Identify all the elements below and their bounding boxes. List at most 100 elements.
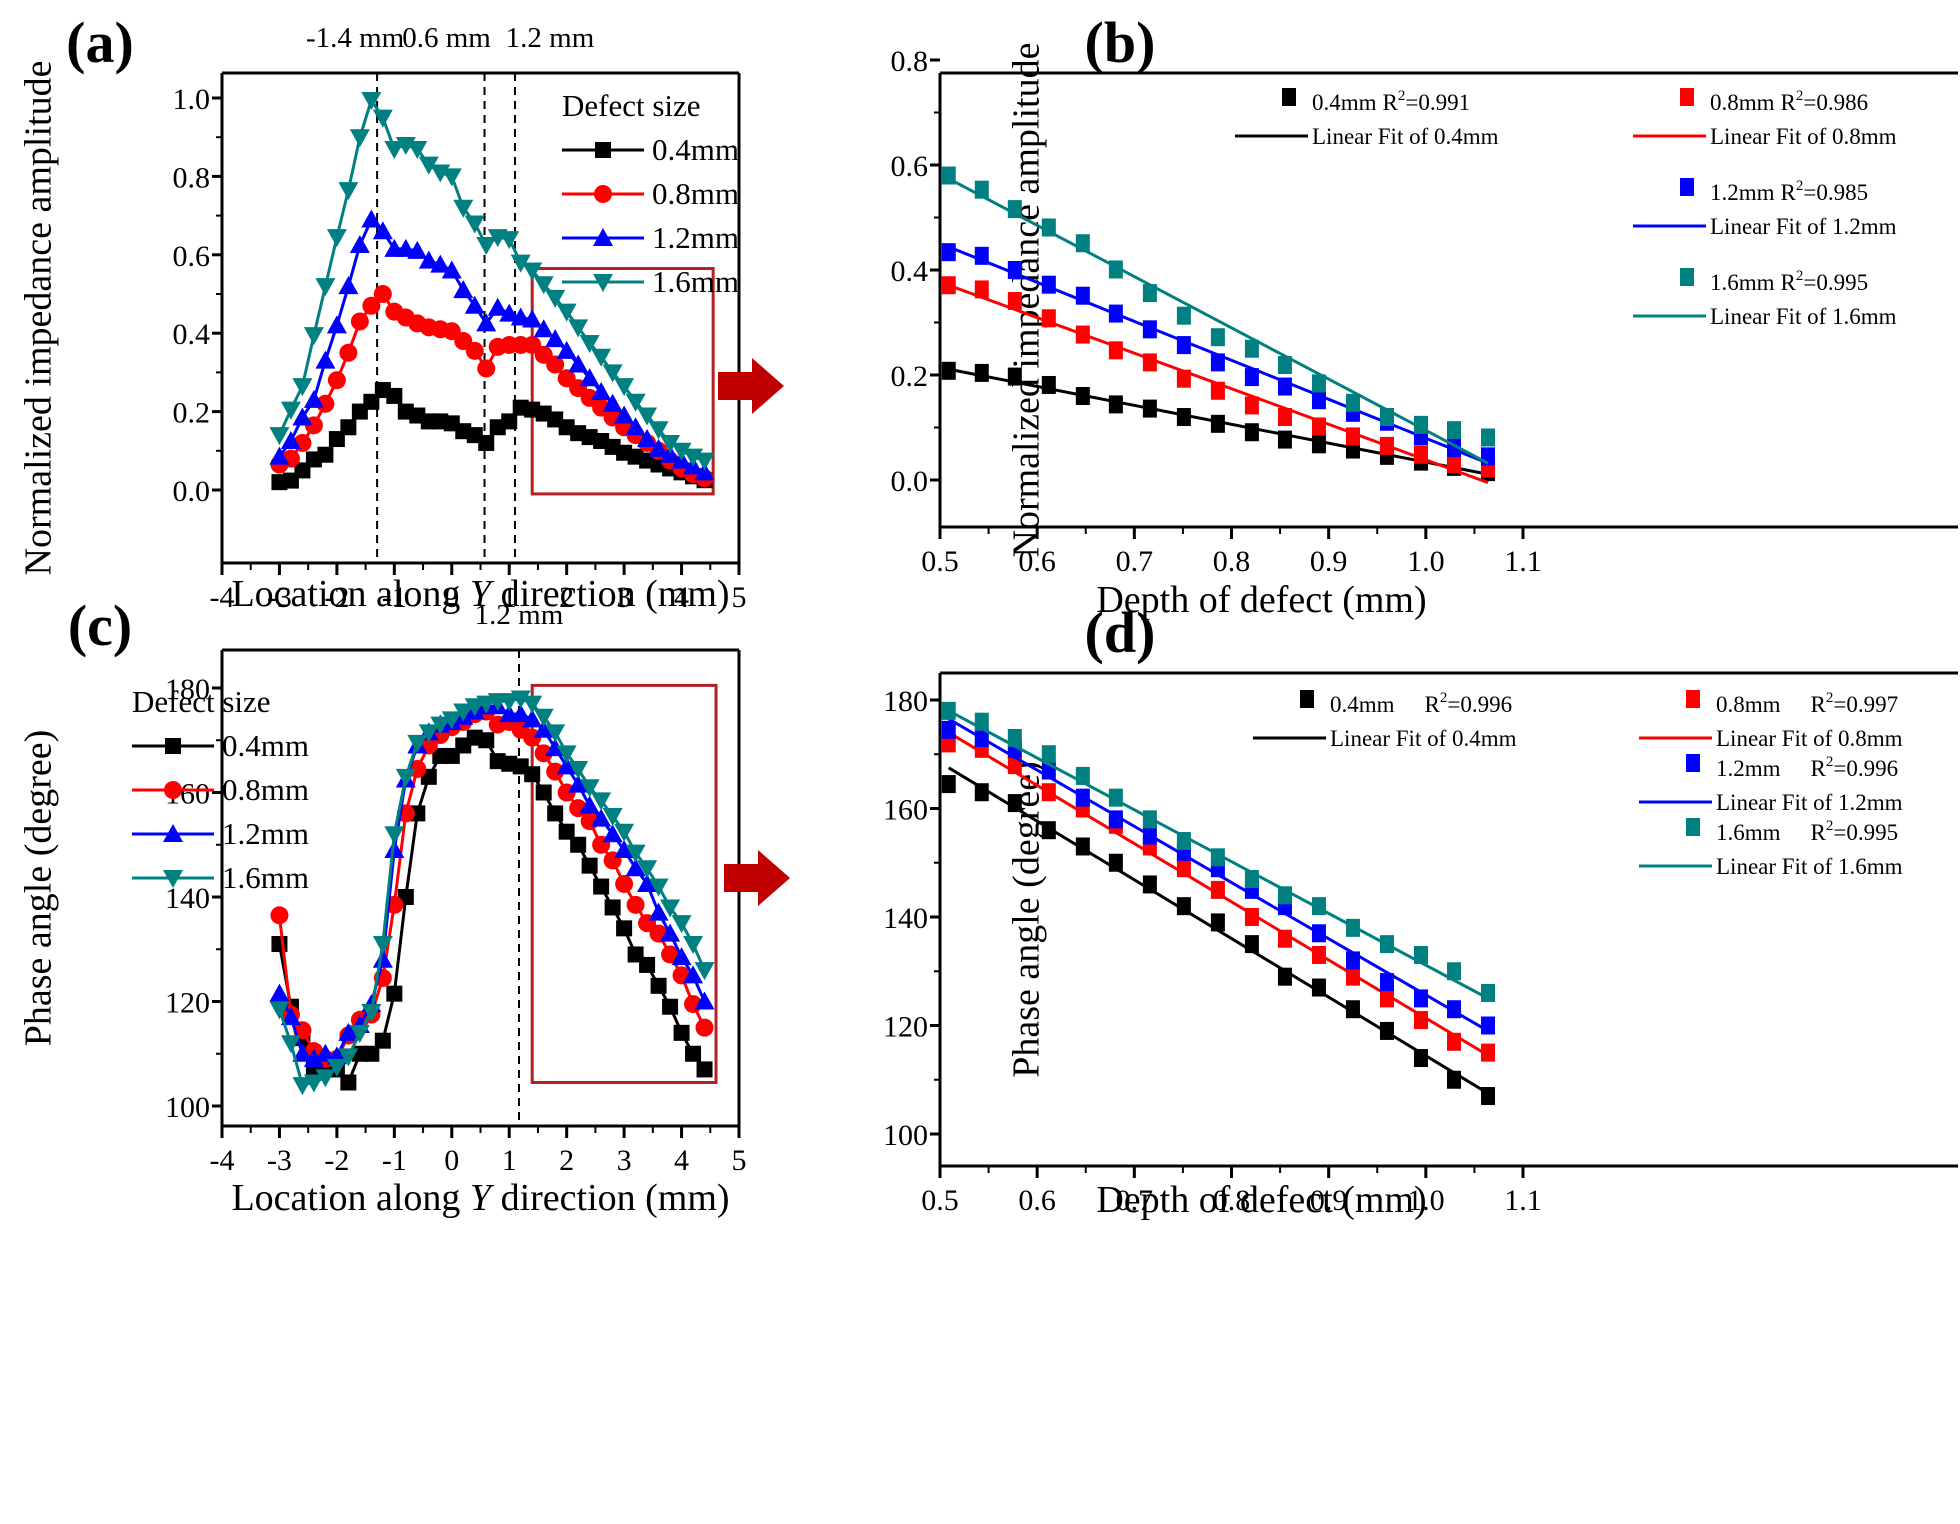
x-axis-label-part: Location along [231,1177,469,1219]
data-point [478,732,495,749]
data-point [280,1007,301,1026]
data-point [1311,435,1326,454]
x-axis-label-variable: Y [470,1177,495,1219]
reference-line-label: 0.6 mm [402,22,491,54]
data-point [1413,989,1428,1008]
data-point [1413,445,1428,464]
legend-entry: 1.6mm R2=0.995 Linear Fit of 1.6mm [1639,818,1903,879]
data-point [453,199,474,218]
data-point [1210,328,1225,347]
legend-r2-value: =0.995 [1833,820,1898,845]
data-point [556,303,577,322]
data-point [558,823,575,840]
data-point [673,1024,690,1041]
legend-marker [163,824,183,842]
data-point [1142,353,1157,372]
data-point [499,693,520,712]
data-point [361,91,382,110]
legend-marker [1686,690,1700,708]
data-point [315,350,336,369]
legend-series-name: 1.2mm [1710,180,1775,205]
legend-fit-prefix: Linear Fit of [1716,854,1838,879]
data-point [1277,377,1292,396]
data-point [499,303,520,322]
data-point [1176,897,1191,916]
data-point [1345,951,1360,970]
data-point [1142,826,1157,845]
data-point [499,231,520,250]
x-tick-label: -2 [324,581,349,614]
legend-r-superscript: 2 [1826,818,1834,834]
series-0.4mm [941,766,1496,1106]
panel-label: (b) [1085,10,1156,75]
series-1.2mm [269,209,715,481]
legend-fit-series: 0.4mm [1452,726,1517,751]
y-tick-label: 0.2 [891,360,929,393]
legend-r2-value: =0.997 [1833,692,1898,717]
series-0.4mm [271,729,713,1091]
data-point [418,250,439,269]
legend-fit-label: Linear Fit of 1.6mm [1716,854,1903,879]
x-tick-label: -1 [382,1144,407,1177]
data-point [269,446,290,465]
legend-marker [595,142,611,158]
data-point [270,906,289,925]
data-point [602,824,623,843]
data-point [637,860,658,879]
x-tick-label: 1.0 [1407,545,1445,578]
legend-series-name: 0.8mm [1716,692,1781,717]
legend-fit-prefix: Linear Fit of [1716,726,1838,751]
legend-fit-series: 0.8mm [1832,124,1897,149]
legend-marker [1300,690,1314,708]
legend: Defect size 0.4mm 0.8mm 1.2mm 1.6mm [132,684,309,895]
data-point [614,823,635,842]
data-point [1447,421,1462,440]
legend-series-name: 1.6mm [1716,820,1781,845]
data-point [579,368,600,387]
data-point [1244,870,1259,889]
data-point [326,229,347,248]
legend-r-symbol: R [1781,270,1797,295]
data-point [581,857,598,874]
data-point [476,313,497,332]
highlight-region-box [530,683,718,1084]
legend-marker [1680,268,1694,286]
data-point [637,873,658,892]
data-point [373,285,392,303]
data-point [372,109,393,128]
data-point [974,280,989,299]
legend-series-name: 0.4mm [1330,692,1395,717]
x-tick-label: 5 [732,581,747,614]
y-tick-label: 0.4 [173,318,211,351]
data-point [395,768,416,787]
data-point [269,427,290,446]
data-point [1244,339,1259,358]
data-point [280,1035,301,1054]
legend-marker [1680,178,1694,196]
data-point [1108,260,1123,279]
data-point [1041,821,1056,840]
x-tick-label: 3 [617,1144,632,1177]
y-tick-label: 1.0 [173,83,211,116]
data-point [602,393,623,412]
data-point [1413,1011,1428,1030]
data-point [974,246,989,265]
data-point [522,695,543,714]
data-point [338,182,359,201]
panel-label: (c) [68,593,132,658]
data-point [671,442,692,461]
data-point [671,915,692,934]
legend-r-superscript: 2 [1826,690,1834,706]
legend-r-superscript: 2 [1826,754,1834,770]
data-point [1311,374,1326,393]
x-tick-label: 0.8 [1213,1184,1251,1217]
x-tick-label: -4 [210,581,235,614]
legend-label: 0.4mm [652,132,739,167]
data-point [510,254,531,273]
legend-fit-series: 1.6mm [1838,854,1903,879]
data-point [1210,880,1225,899]
data-point [1075,837,1090,856]
data-point [510,690,531,709]
data-point [695,1018,714,1037]
legend-marker [593,228,613,246]
